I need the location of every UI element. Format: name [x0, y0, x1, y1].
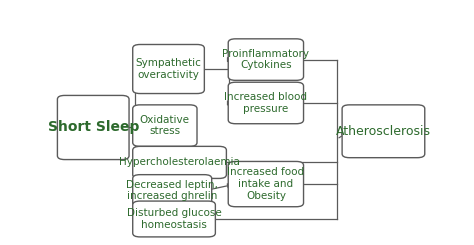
Text: Increased blood
pressure: Increased blood pressure [224, 92, 307, 114]
Text: Short Sleep: Short Sleep [47, 121, 139, 135]
Text: Hypercholesterolaemia: Hypercholesterolaemia [119, 157, 240, 167]
Text: Disturbed glucose
homeostasis: Disturbed glucose homeostasis [127, 208, 221, 230]
FancyBboxPatch shape [228, 161, 303, 207]
Text: Sympathetic
overactivity: Sympathetic overactivity [136, 58, 201, 80]
FancyBboxPatch shape [133, 105, 197, 146]
Text: Decreased leptin,
increased ghrelin: Decreased leptin, increased ghrelin [126, 180, 218, 201]
Text: Increased food
intake and
Obesity: Increased food intake and Obesity [228, 168, 304, 201]
Text: Atherosclerosis: Atherosclerosis [336, 125, 431, 138]
FancyBboxPatch shape [133, 146, 227, 178]
FancyBboxPatch shape [133, 45, 204, 94]
Text: Oxidative
stress: Oxidative stress [140, 115, 190, 136]
FancyBboxPatch shape [133, 201, 215, 237]
FancyBboxPatch shape [57, 96, 129, 159]
Text: Proinflammatory
Cytokines: Proinflammatory Cytokines [222, 49, 310, 70]
FancyBboxPatch shape [342, 105, 425, 158]
FancyBboxPatch shape [228, 39, 303, 80]
FancyBboxPatch shape [133, 175, 212, 207]
FancyBboxPatch shape [228, 82, 303, 124]
